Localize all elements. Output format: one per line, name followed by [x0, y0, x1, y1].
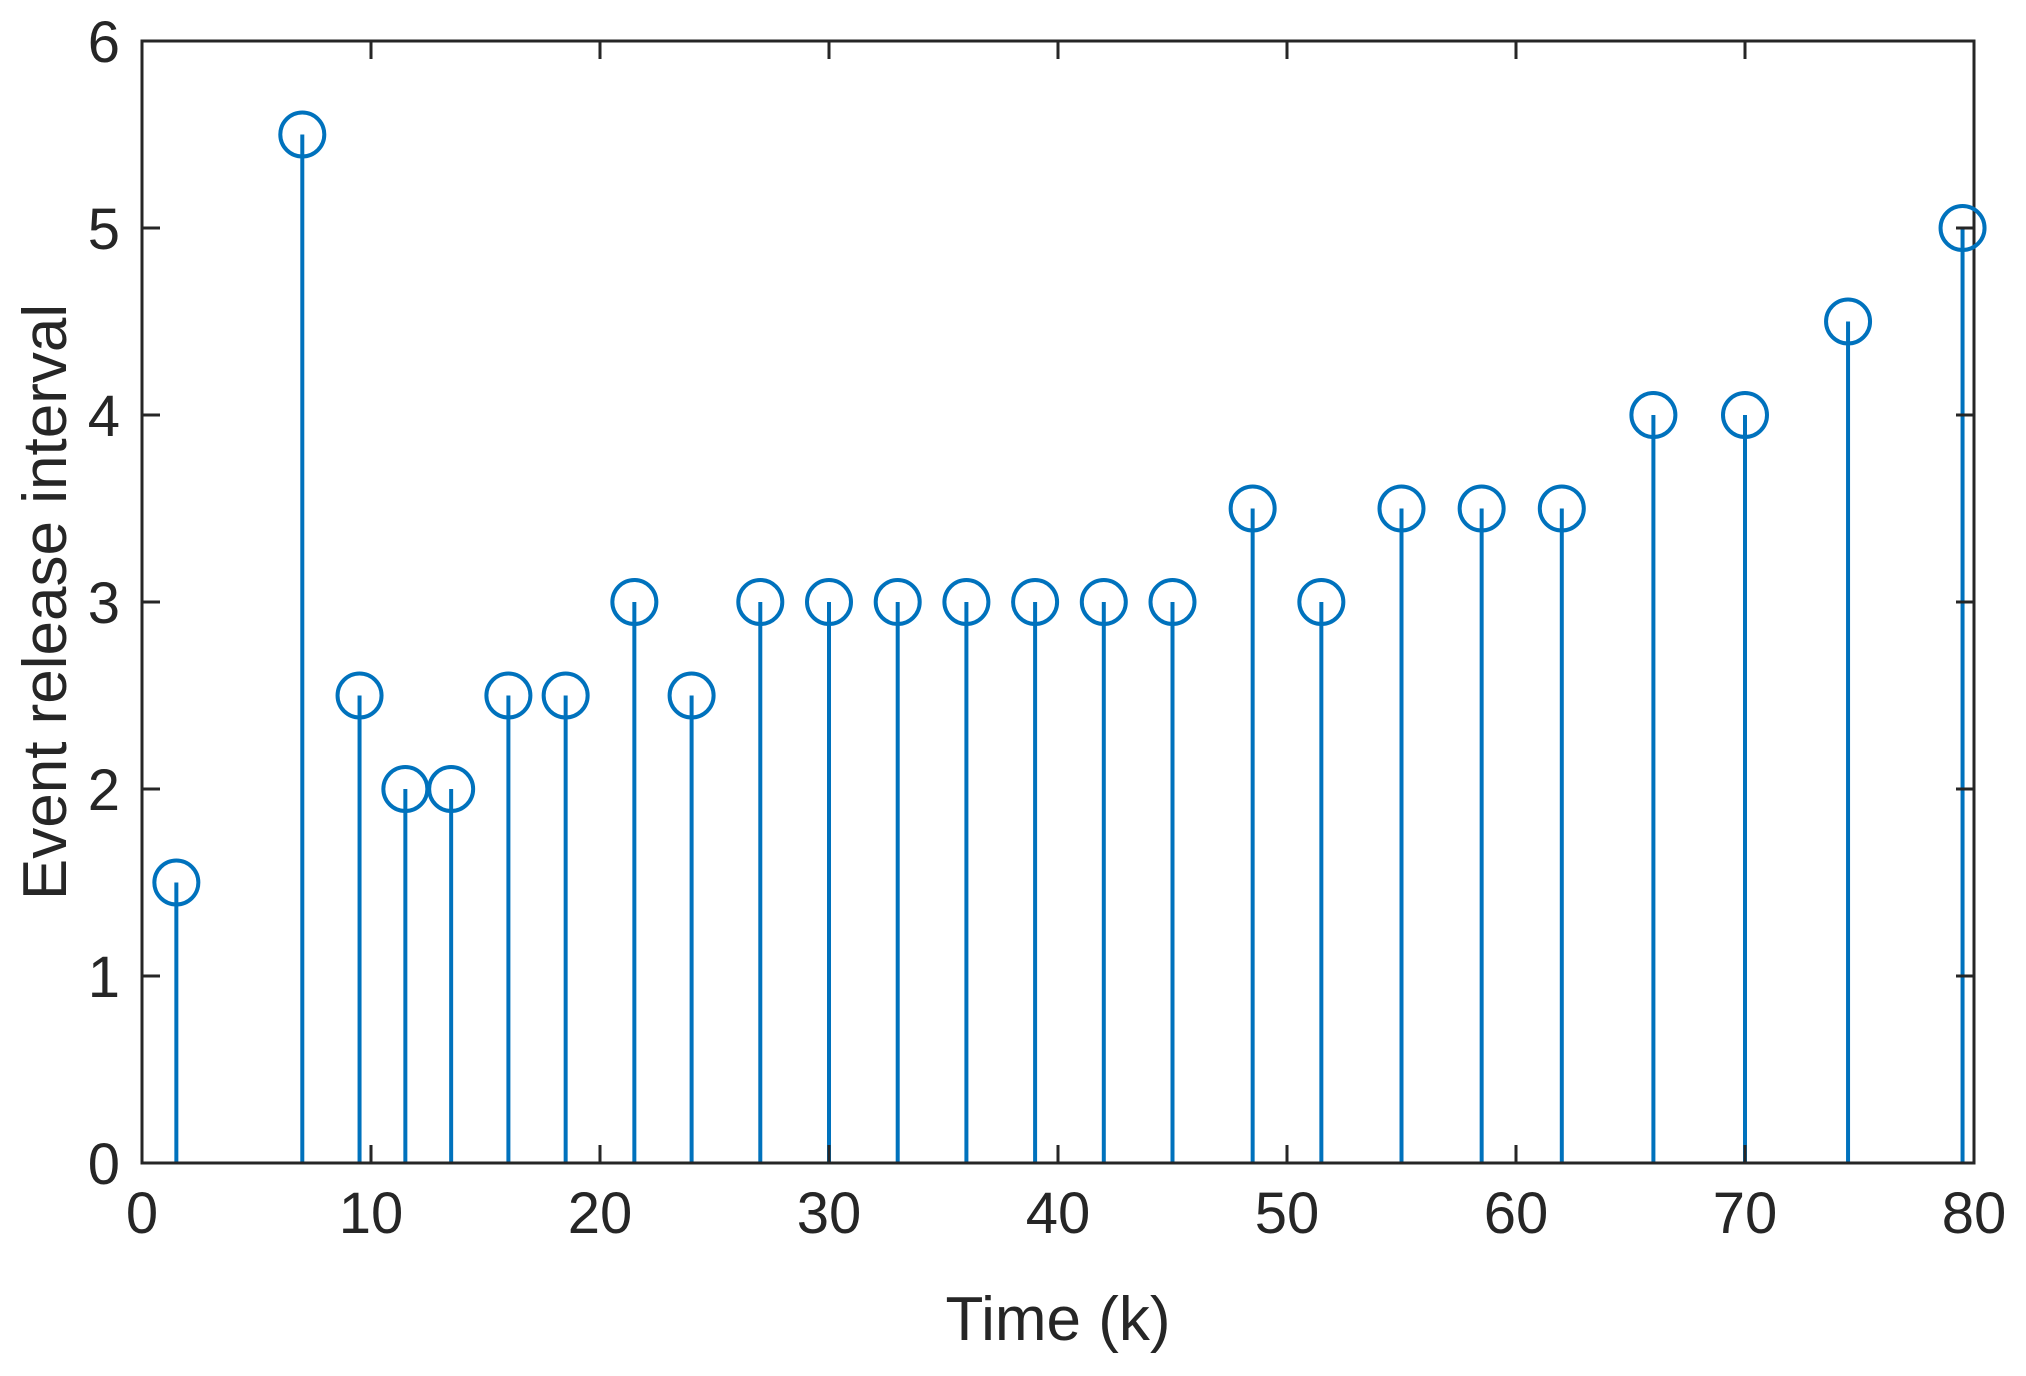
stem-marker [1721, 391, 1769, 439]
stem-marker [1011, 578, 1060, 626]
stem-marker [1228, 484, 1277, 533]
x-tick-label: 80 [1942, 1181, 2007, 1246]
x-tick-label: 60 [1484, 1181, 1549, 1246]
stem-marker [427, 765, 476, 813]
x-ticks: 0 10 20 30 40 50 60 70 80 [126, 41, 2006, 1246]
x-tick-label: 20 [568, 1181, 633, 1246]
x-tick-label: 70 [1713, 1181, 1778, 1246]
stem-markers [152, 110, 1987, 907]
x-tick-label: 50 [1255, 1181, 1320, 1246]
y-axis-label: Event release interval [11, 304, 80, 900]
x-axis-label: Time (k) [946, 1285, 1171, 1354]
y-tick-label: 6 [88, 10, 120, 75]
y-tick-label: 1 [88, 945, 120, 1010]
x-tick-label: 30 [797, 1181, 862, 1246]
stem-marker [805, 578, 853, 626]
stem-marker [1297, 578, 1346, 626]
stem-marker [381, 765, 430, 813]
stem-marker [1824, 297, 1873, 346]
stem-marker [1148, 578, 1197, 626]
stem-lines [174, 134, 1965, 1163]
stem-marker [736, 578, 785, 626]
stem-marker [610, 578, 659, 626]
stem-marker [873, 578, 922, 626]
stem-marker [942, 578, 991, 626]
x-tick-label: 10 [339, 1181, 404, 1246]
y-tick-label: 5 [88, 197, 120, 262]
stem-marker [1079, 578, 1128, 626]
stem-marker [541, 671, 590, 720]
stem-marker [152, 858, 201, 907]
stem-marker [667, 671, 716, 720]
y-tick-label: 4 [88, 384, 120, 449]
stem-marker [1629, 391, 1678, 439]
stem-marker [1377, 484, 1426, 533]
stem-marker [335, 671, 384, 720]
stem-marker [278, 110, 327, 159]
x-tick-label: 0 [126, 1181, 158, 1246]
stem-marker [484, 671, 533, 720]
y-tick-label: 0 [88, 1132, 120, 1197]
x-tick-label: 40 [1026, 1181, 1091, 1246]
y-tick-label: 2 [88, 758, 120, 823]
stem-marker [1938, 204, 1987, 252]
stem-marker [1457, 484, 1506, 533]
stem-marker [1537, 484, 1586, 533]
y-tick-label: 3 [88, 571, 120, 636]
y-ticks: 0 1 2 3 4 5 6 [88, 10, 1974, 1197]
